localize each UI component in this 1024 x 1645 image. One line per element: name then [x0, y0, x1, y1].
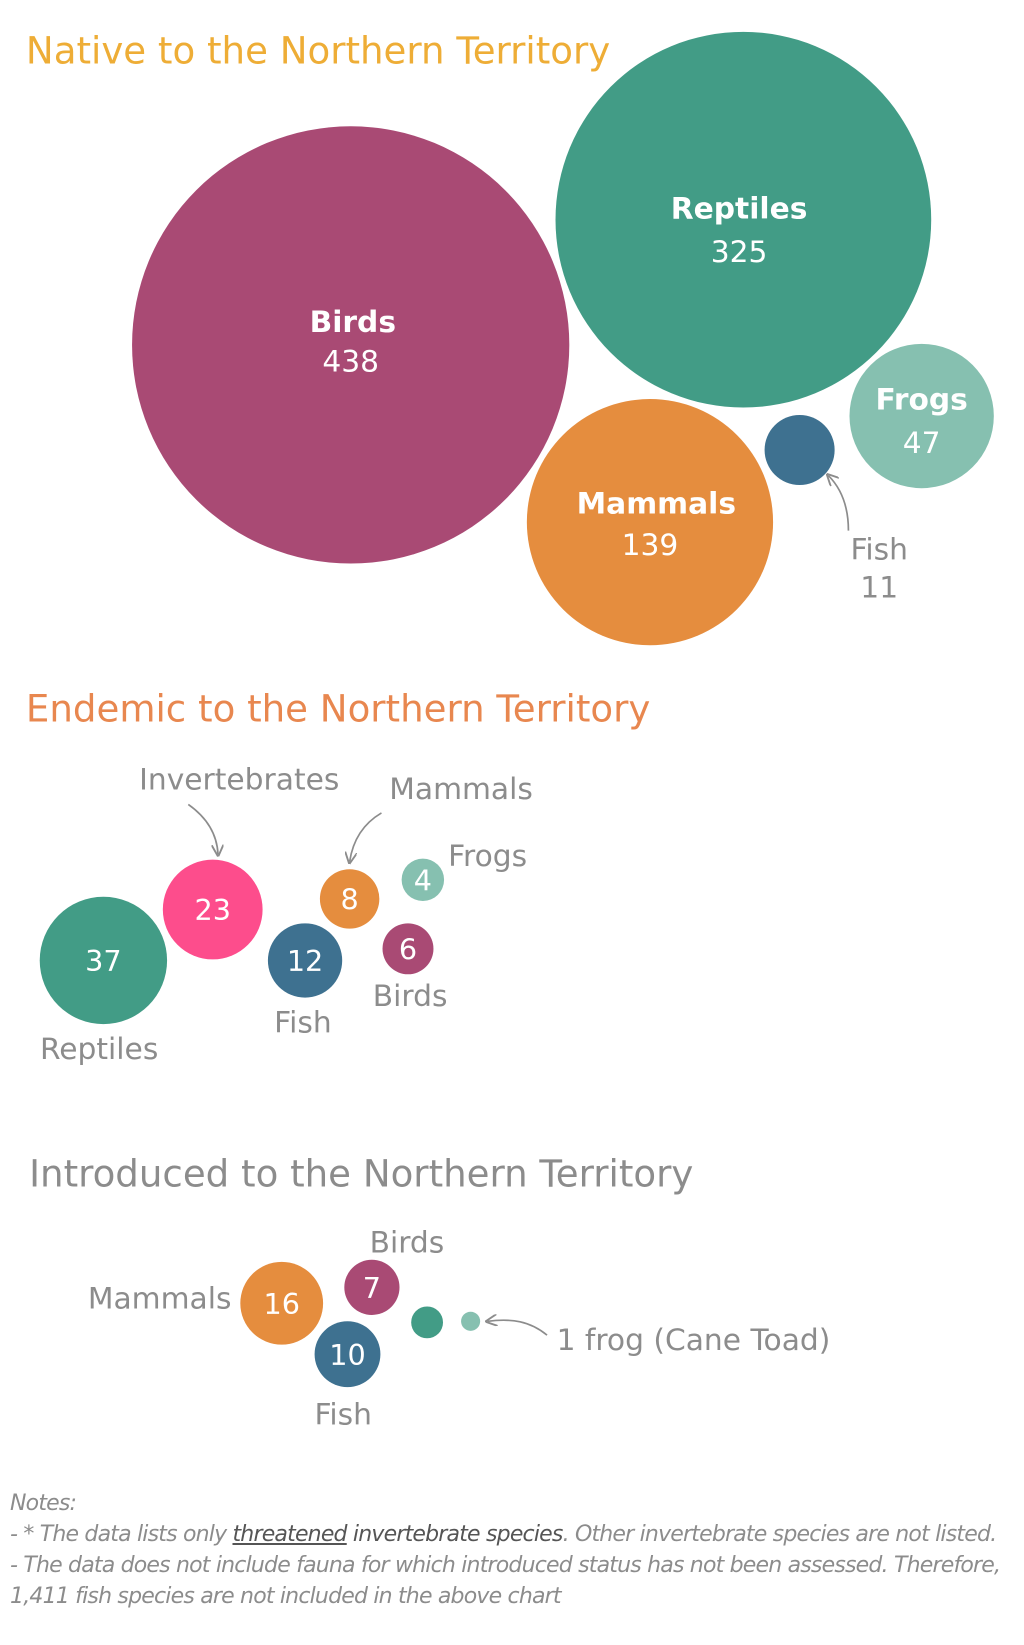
bubble-value: 4 — [414, 863, 432, 897]
bubble-reptiles — [555, 31, 932, 408]
bubble-label: Frogs — [448, 839, 527, 874]
bubble-frogs — [401, 858, 445, 902]
note-2: - The data does not include fauna for wh… — [10, 1553, 1001, 1609]
fish-arrow — [828, 475, 850, 531]
bubble-value: 11 — [860, 571, 898, 606]
mammals-arrow — [350, 812, 382, 862]
bubble-value: 438 — [322, 344, 379, 379]
note-1-text: - * The data lists only — [10, 1522, 233, 1547]
bubble-fish — [267, 923, 343, 998]
bubble-value: 6 — [399, 932, 417, 966]
bubble-fish — [764, 414, 835, 486]
bubble-label: Reptiles — [40, 1032, 158, 1067]
bubble-reptiles — [39, 896, 168, 1025]
bubble-birds — [382, 923, 434, 975]
bubble-label: Birds — [373, 979, 448, 1014]
threatened-link[interactable]: threatened — [232, 1522, 347, 1547]
bubble-value: 47 — [903, 426, 941, 461]
frog-arrow — [488, 1320, 548, 1336]
bubble-mammals — [526, 399, 774, 646]
bubble-value: 37 — [85, 944, 121, 978]
bubble-value: 10 — [329, 1338, 365, 1372]
note-1: - * The data lists only threatened inver… — [10, 1519, 1010, 1550]
note-1-tail: . Other invertebrate species are not lis… — [562, 1522, 998, 1547]
native-title: Native to the Northern Territory — [26, 30, 610, 73]
bubble-label: Mammals — [577, 487, 736, 522]
bubble-mammals — [319, 869, 380, 929]
note-1-emph: invertebrate species — [346, 1522, 563, 1547]
notes-heading: Notes: — [10, 1491, 77, 1516]
bubble-unlabeled — [411, 1306, 444, 1339]
bubble-label: Mammals — [389, 772, 533, 807]
bubble-value: 23 — [194, 893, 230, 927]
bubble-value: 12 — [287, 944, 323, 978]
bubble-frogs — [849, 343, 994, 489]
bubble-birds — [132, 126, 570, 564]
bubble-label: 1 frog (Cane Toad) — [557, 1323, 831, 1358]
bubble-invertebrates — [162, 859, 263, 960]
bubble-label: Reptiles — [671, 192, 808, 227]
bubble-label: Frogs — [875, 383, 967, 418]
bubble-1-frog-cane-toad — [461, 1311, 481, 1331]
bubble-label: Birds — [310, 305, 396, 340]
bubble-label: Fish — [315, 1397, 372, 1432]
introduced-title: Introduced to the Northern Territory — [29, 1153, 693, 1196]
bubble-value: 8 — [341, 883, 359, 917]
bubble-value: 7 — [363, 1271, 381, 1305]
endemic-title: Endemic to the Northern Territory — [26, 688, 650, 731]
bubble-mammals — [240, 1261, 324, 1345]
bubble-birds — [344, 1259, 400, 1315]
bubble-label: Fish — [274, 1006, 331, 1041]
bubble-label: Invertebrates — [139, 763, 339, 798]
bubble-label: Birds — [370, 1225, 445, 1260]
bubble-fish — [314, 1321, 381, 1388]
bubble-label: Mammals — [88, 1282, 232, 1317]
notes: Notes: - * The data lists only threatene… — [10, 1488, 1010, 1612]
bubble-value: 325 — [711, 235, 768, 270]
bubble-value: 16 — [263, 1287, 299, 1321]
bubble-label: Fish — [850, 532, 907, 567]
bubble-value: 139 — [622, 528, 679, 563]
invertebrates-arrow — [187, 803, 218, 854]
